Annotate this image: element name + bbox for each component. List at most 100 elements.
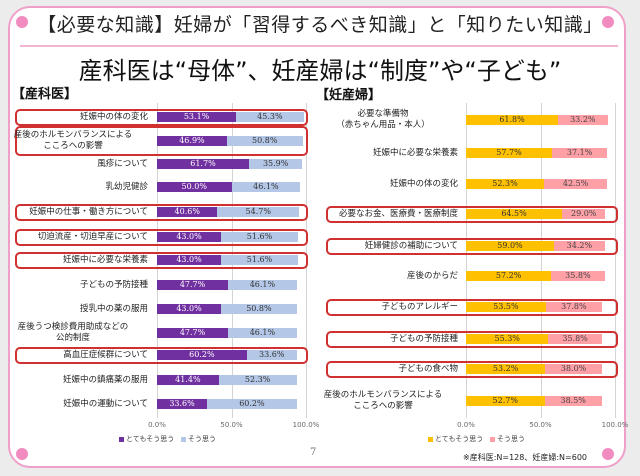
- highlight-box: [15, 251, 308, 269]
- corner-dot-icon: [16, 448, 28, 460]
- bar-strongly-agree: 60.2%: [157, 350, 247, 360]
- category-label: 子どものアレルギー: [381, 301, 458, 312]
- highlight-box: [326, 360, 618, 378]
- highlight-box: [15, 126, 308, 156]
- bar-agree: 35.8%: [551, 271, 605, 281]
- category-label: 子どもの予防接種: [79, 279, 148, 290]
- category-label: 風疹について: [97, 158, 148, 169]
- legend-item-agree: そう思う: [181, 435, 216, 443]
- slide-subtitle: 産科医は“母体”、妊産婦は“制度”や“子ども”: [78, 57, 562, 85]
- bar-agree: 50.8%: [226, 136, 303, 146]
- highlight-box: [326, 298, 618, 316]
- x-tick-label: 100.0%: [601, 421, 629, 429]
- bar-strongly-agree: 57.7%: [466, 148, 552, 158]
- category-label: 産後のホルモンバランスによる こころへの影響: [13, 130, 133, 151]
- bar-agree: 35.8%: [548, 334, 602, 344]
- gridline: [615, 103, 616, 418]
- bar-agree: 60.2%: [207, 399, 297, 409]
- category-label: 切迫流産・切迫早産について: [37, 231, 148, 242]
- bar-agree: 35.9%: [248, 159, 303, 169]
- category-label: 妊娠中の体の変化: [389, 178, 458, 189]
- highlight-box: [326, 330, 618, 348]
- pregnant-legend: とてもそう思う そう思う: [428, 434, 525, 444]
- x-tick-label: 0.0%: [148, 421, 166, 429]
- legend-swatch-icon: [428, 436, 433, 442]
- bar-agree: 33.6%: [246, 350, 297, 360]
- bar-agree: 38.0%: [545, 364, 602, 374]
- category-label: 妊娠中に必要な栄養素: [62, 254, 148, 265]
- x-tick-label: 100.0%: [292, 421, 320, 429]
- bar-strongly-agree: 55.3%: [466, 334, 549, 344]
- gridline: [540, 103, 542, 418]
- bar-agree: 46.1%: [228, 328, 297, 338]
- category-label: 産後うつ検診費用助成などの 公的制度: [17, 322, 129, 343]
- legend-swatch-icon: [181, 436, 186, 442]
- x-tick-label: 50.0%: [529, 421, 552, 429]
- highlight-box: [15, 228, 308, 246]
- legend-swatch-icon: [490, 436, 495, 442]
- highlight-box: [326, 205, 618, 223]
- bar-agree: 33.2%: [558, 115, 608, 125]
- obgyn-chart-title: 【産科医】: [12, 87, 78, 102]
- title-separator: [20, 45, 618, 47]
- bar-strongly-agree: 53.2%: [466, 364, 546, 374]
- bar-agree: 45.3%: [236, 112, 304, 122]
- category-label: 妊娠中の体の変化: [79, 111, 148, 122]
- bar-agree: 54.7%: [217, 207, 299, 217]
- bar-agree: 52.3%: [218, 375, 297, 385]
- category-label: 妊娠中に必要な栄養素: [372, 147, 458, 158]
- legend-label: とてもそう思う: [435, 435, 484, 443]
- slide-panel: [8, 6, 626, 468]
- bar-strongly-agree: 57.2%: [466, 271, 552, 281]
- bar-agree: 29.0%: [562, 209, 606, 219]
- bar-strongly-agree: 43.0%: [157, 304, 222, 314]
- legend-label: そう思う: [188, 435, 216, 443]
- bar-strongly-agree: 41.4%: [157, 375, 219, 385]
- legend-item-strong: とてもそう思う: [119, 435, 174, 443]
- bar-agree: 51.6%: [221, 232, 298, 242]
- legend-item-agree: そう思う: [490, 435, 525, 443]
- category-label: 授乳中の薬の服用: [79, 303, 148, 314]
- bar-agree: 50.8%: [221, 304, 297, 314]
- bar-strongly-agree: 33.6%: [157, 399, 208, 409]
- bar-strongly-agree: 52.3%: [466, 179, 544, 189]
- bar-agree: 51.6%: [221, 255, 298, 265]
- category-label: 子どもの予防接種: [389, 333, 458, 344]
- highlight-box: [15, 108, 308, 126]
- slide-title: 【必要な知識】妊婦が「習得するべき知識」と「知りたい知識」: [37, 14, 603, 36]
- bar-strongly-agree: 46.9%: [157, 136, 227, 146]
- category-label: 妊娠中の鎮痛薬の服用: [62, 374, 148, 385]
- legend-label: とてもそう思う: [126, 435, 175, 443]
- bar-strongly-agree: 61.7%: [157, 159, 249, 169]
- bar-agree: 46.1%: [228, 280, 297, 290]
- pregnant-chart-title: 【妊産婦】: [316, 88, 382, 103]
- legend-item-strong: とてもそう思う: [428, 435, 483, 443]
- bar-strongly-agree: 59.0%: [466, 241, 554, 251]
- corner-dot-icon: [16, 16, 28, 28]
- bar-strongly-agree: 64.5%: [466, 209, 563, 219]
- bar-strongly-agree: 53.1%: [157, 112, 237, 122]
- category-label: 必要なお金、医療費・医療制度: [338, 208, 458, 219]
- page-number: 7: [310, 447, 317, 458]
- category-label: 産後のからだ: [406, 270, 458, 281]
- bar-agree: 38.5%: [544, 396, 602, 406]
- bar-agree: 34.2%: [553, 241, 605, 251]
- corner-dot-icon: [602, 16, 614, 28]
- highlight-box: [15, 203, 308, 221]
- gridline: [466, 103, 467, 418]
- x-tick-label: 0.0%: [457, 421, 475, 429]
- sample-size-note: ※産科医:N=128、妊産婦:N=600: [463, 453, 588, 462]
- highlight-box: [15, 346, 308, 364]
- x-tick-label: 50.0%: [220, 421, 243, 429]
- category-label: 乳幼児健診: [105, 181, 148, 192]
- category-label: 必要な準備物 （赤ちゃん用品・本人）: [336, 109, 430, 130]
- category-label: 子どもの食べ物: [398, 363, 458, 374]
- bar-strongly-agree: 61.8%: [466, 115, 559, 125]
- bar-strongly-agree: 47.7%: [157, 280, 229, 290]
- bar-agree: 37.8%: [545, 302, 603, 312]
- bar-strongly-agree: 52.7%: [466, 396, 545, 406]
- obgyn-legend: とてもそう思う そう思う: [119, 434, 216, 444]
- category-label: 高血圧症候群について: [63, 349, 148, 360]
- bar-strongly-agree: 43.0%: [157, 255, 222, 265]
- bar-strongly-agree: 40.6%: [157, 207, 218, 217]
